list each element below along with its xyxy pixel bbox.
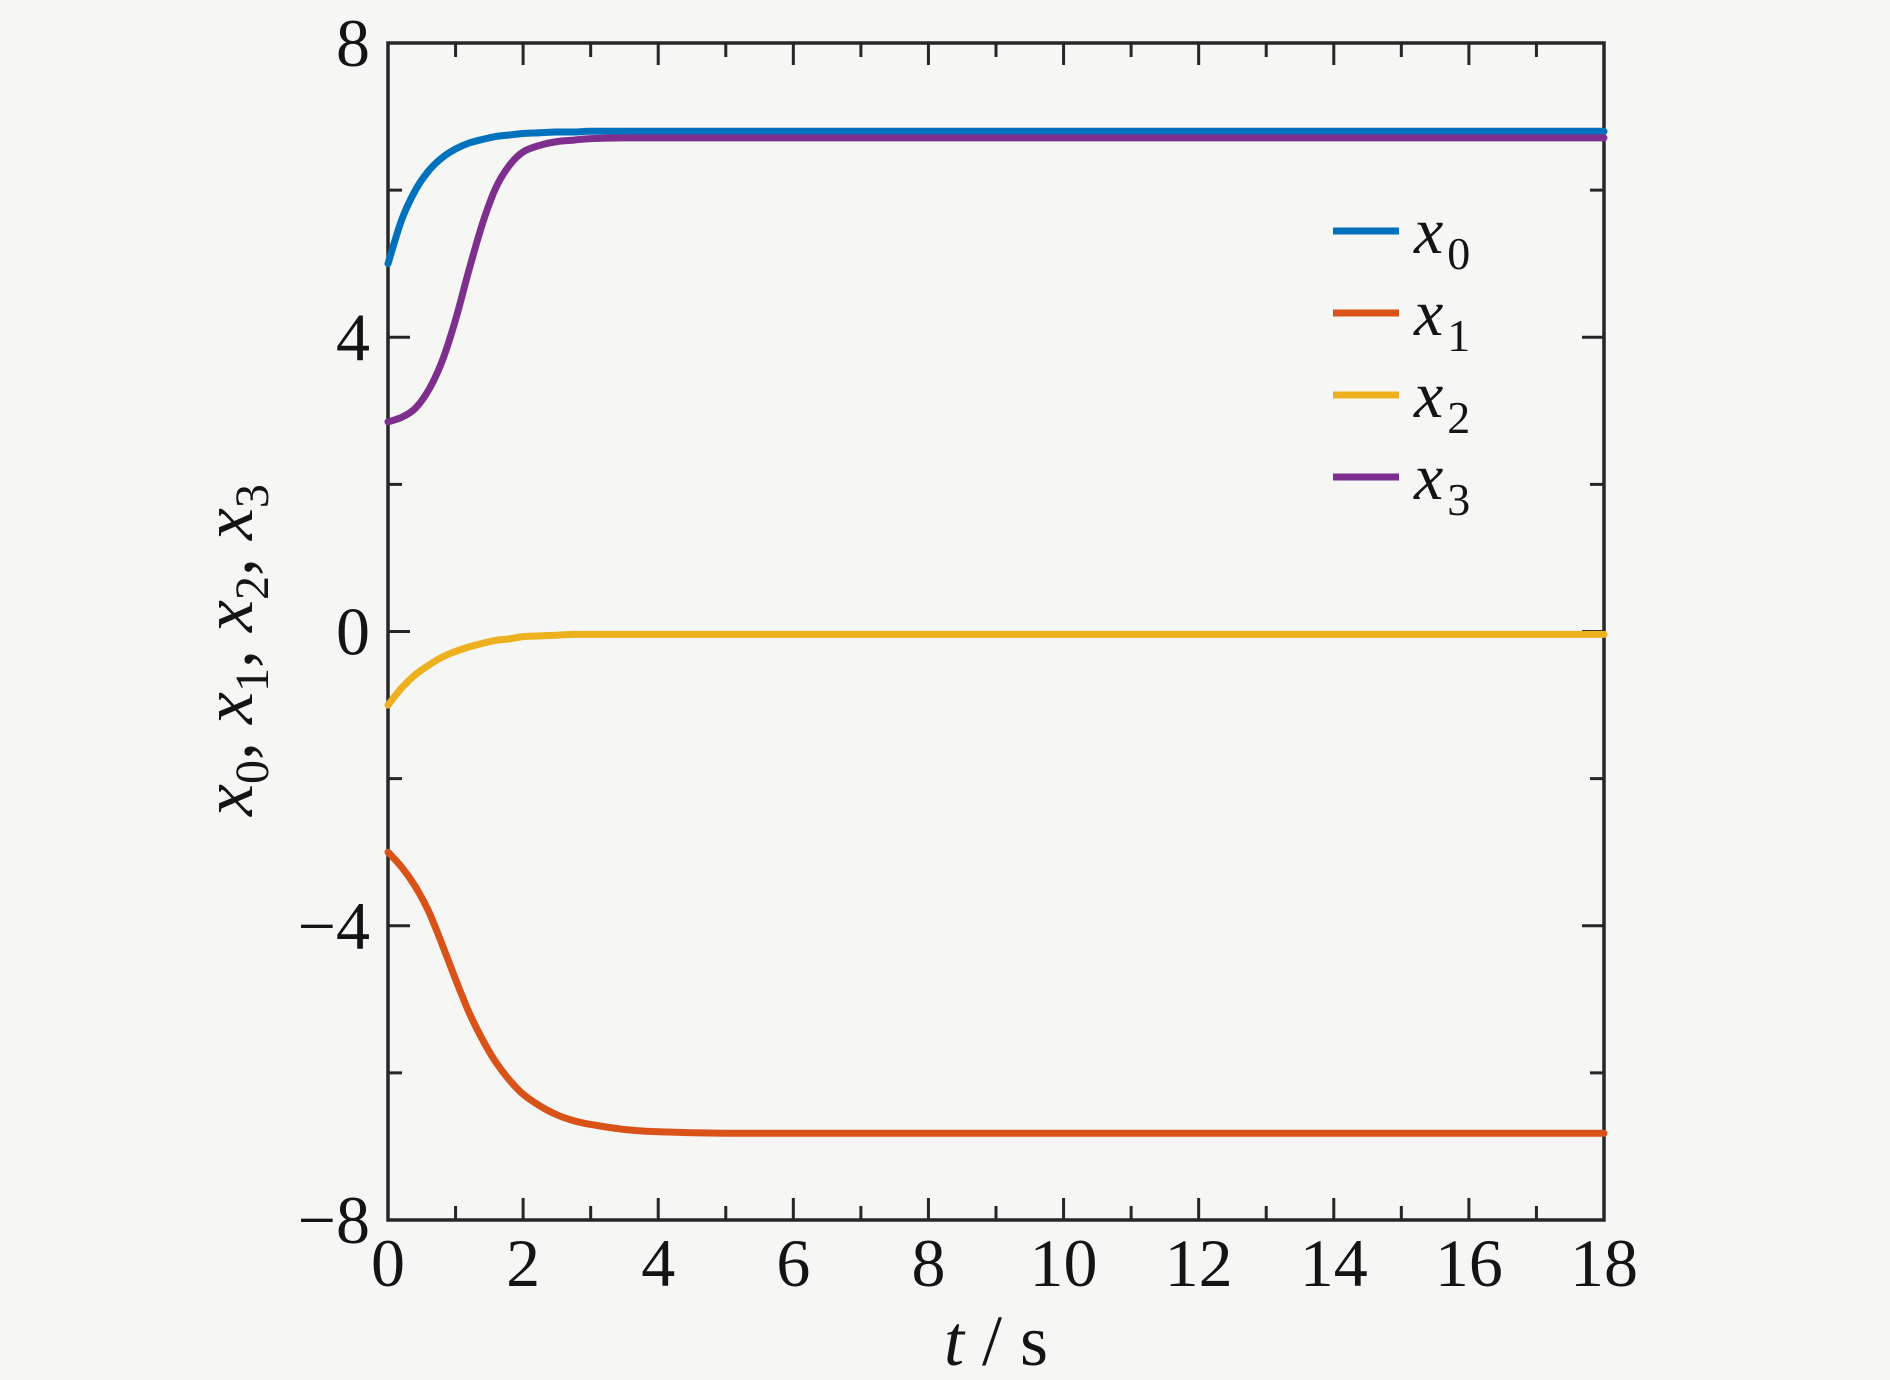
legend-label-x1: x1 [1413, 277, 1470, 361]
x-tick-label: 4 [641, 1225, 675, 1301]
curve-x_3 [384, 134, 1608, 426]
legend-label-x2: x2 [1413, 359, 1470, 443]
x-axis-label-variable: t [943, 1301, 964, 1380]
y-tick-label: −8 [298, 1182, 370, 1258]
x-tick-label: 8 [911, 1225, 945, 1301]
x-axis-label: t / s [0, 1300, 1890, 1380]
legend-label-x3: x3 [1413, 441, 1470, 525]
curve-x_2 [384, 630, 1608, 709]
x-tick-label: 2 [506, 1225, 540, 1301]
curve-x_1 [384, 848, 1608, 1137]
x-tick-label: 14 [1300, 1225, 1368, 1301]
x-tick-label: 10 [1030, 1225, 1098, 1301]
x-tick-label: 16 [1435, 1225, 1503, 1301]
x-axis-label-separator: / [963, 1301, 1020, 1380]
y-tick-label: 0 [336, 594, 370, 670]
x-tick-label: 12 [1165, 1225, 1233, 1301]
y-tick-label: 8 [336, 5, 370, 81]
curve-x_0 [384, 127, 1608, 268]
x-tick-label: 0 [371, 1225, 405, 1301]
x-axis-label-unit: s [1020, 1301, 1049, 1380]
y-tick-label: 4 [336, 299, 370, 375]
legend-label-x0: x0 [1413, 195, 1470, 279]
y-tick-label: −4 [298, 888, 370, 964]
x-tick-label: 6 [776, 1225, 810, 1301]
x-tick-label: 18 [1570, 1225, 1638, 1301]
y-axis-label: x0, x1, x2, x3 [188, 484, 279, 817]
